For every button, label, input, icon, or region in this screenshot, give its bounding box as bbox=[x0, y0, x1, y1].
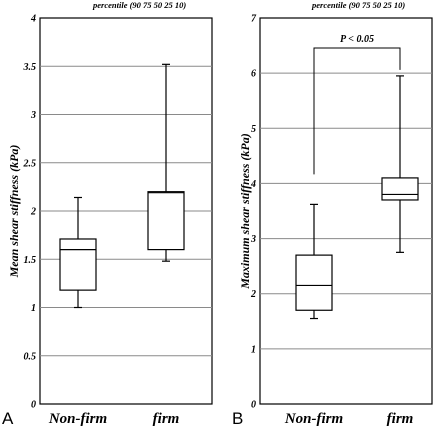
iqr-box bbox=[381, 177, 419, 201]
plot-frame bbox=[259, 17, 433, 405]
y-tick-label: 5 bbox=[251, 124, 256, 135]
significance-bracket bbox=[313, 47, 401, 175]
y-tick-label: 3 bbox=[30, 110, 36, 121]
box-non-firm bbox=[59, 196, 97, 309]
y-tick-label: 6 bbox=[251, 69, 256, 80]
iqr-box bbox=[59, 238, 97, 291]
box-firm bbox=[147, 63, 185, 262]
y-tick-label: 3 bbox=[250, 234, 256, 245]
y-tick-label: 3.5 bbox=[23, 62, 37, 73]
panel-a: 0 0.5 1 1.5 2 2.5 3 3.5 4 Mean shear stiffness (k… bbox=[2, 0, 213, 428]
y-axis-label: Maximum shear stiffness (kPa) bbox=[238, 133, 252, 289]
y-tick-label: 4 bbox=[250, 179, 256, 190]
y-tick-label: 0 bbox=[251, 400, 256, 411]
category-label: firm bbox=[153, 411, 180, 427]
y-tick-label: 2.5 bbox=[23, 158, 37, 169]
box-firm bbox=[381, 75, 419, 253]
panel-letter: B bbox=[232, 409, 243, 428]
panel-b: 0 1 2 3 4 5 6 7 Maximum shear stiffness (kPa) per… bbox=[232, 0, 433, 428]
y-tick-label: 0 bbox=[31, 400, 36, 411]
category-label: Non-firm bbox=[284, 411, 343, 427]
category-label: Non-firm bbox=[48, 411, 107, 427]
percentile-header: percentile (90 75 50 25 10) bbox=[92, 0, 186, 10]
y-tick-label: 1 bbox=[251, 344, 256, 355]
y-tick-label: 0.5 bbox=[24, 351, 37, 362]
category-label: firm bbox=[387, 411, 414, 427]
panel-letter: A bbox=[2, 409, 14, 428]
iqr-box bbox=[295, 254, 333, 311]
y-tick-label: 1 bbox=[31, 303, 36, 314]
significance-label: P < 0.05 bbox=[340, 34, 374, 45]
y-axis-label: Mean shear stiffness (kPa) bbox=[7, 145, 21, 279]
percentile-header: percentile (90 75 50 25 10) bbox=[311, 0, 405, 10]
box-non-firm bbox=[295, 203, 333, 320]
y-tick-label: 1.5 bbox=[24, 255, 37, 266]
y-tick-label: 2 bbox=[30, 207, 36, 218]
y-tick-label: 4 bbox=[30, 14, 36, 25]
y-tick-label: 2 bbox=[250, 289, 256, 300]
iqr-box bbox=[147, 191, 185, 251]
y-tick-label: 7 bbox=[251, 14, 257, 25]
